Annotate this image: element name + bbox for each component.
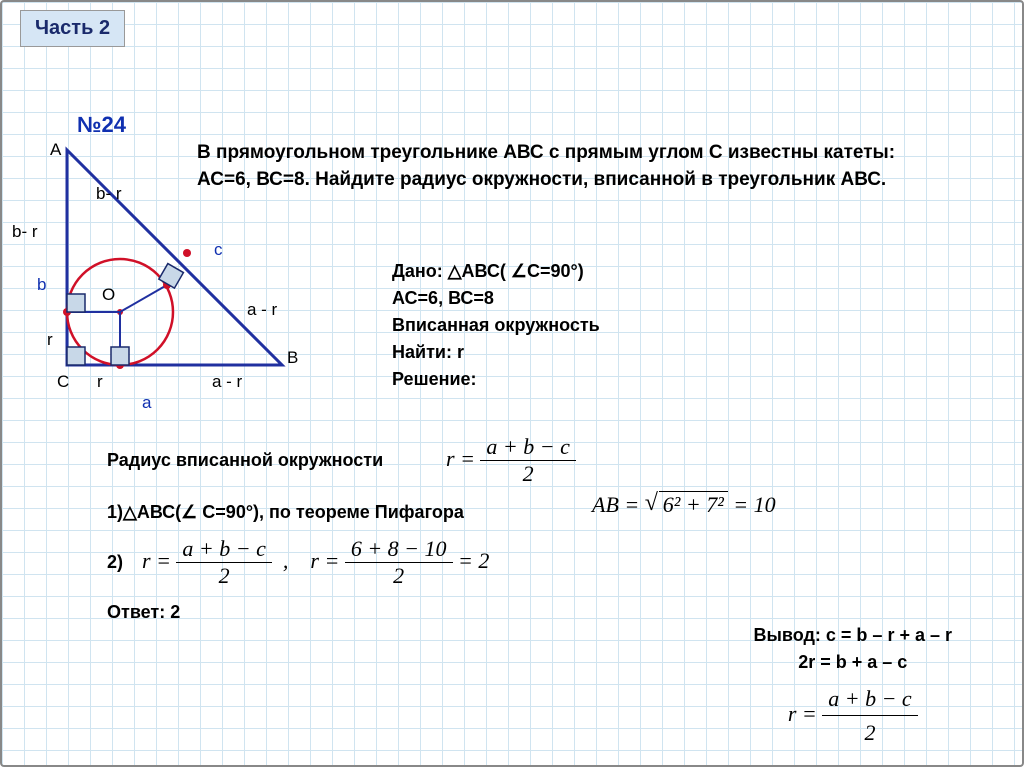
given-line2: АС=6, ВС=8 xyxy=(392,285,600,312)
given-line4: Найти: r xyxy=(392,339,600,366)
seg-bmr1: b- r xyxy=(96,184,122,204)
part-tab: Часть 2 xyxy=(20,10,125,47)
radius-formula: r = a + b − c2 xyxy=(446,434,576,487)
radius-r2: r xyxy=(97,372,103,392)
given-block: Дано: △АВС( ∠С=90°) АС=6, ВС=8 Вписанная… xyxy=(392,258,600,393)
answer-label: Ответ: 2 xyxy=(107,602,180,623)
side-b: b xyxy=(37,275,46,295)
radius-label: Радиус вписанной окружности xyxy=(107,450,383,471)
seg-amr2: a - r xyxy=(212,372,242,392)
step2-formula: r = a + b − c2 , r = 6 + 8 − 102 = 2 xyxy=(142,536,489,589)
radius-r1: r xyxy=(47,330,53,350)
given-line3: Вписанная окружность xyxy=(392,312,600,339)
step2-label: 2) xyxy=(107,552,123,573)
problem-number: №24 xyxy=(77,112,126,138)
seg-bmr2: b- r xyxy=(12,222,38,242)
vertex-B: B xyxy=(287,348,298,368)
triangle-diagram: A B C O c b a r r b- r b- r a - r a - r xyxy=(2,140,322,425)
vertex-C: C xyxy=(57,372,69,392)
vertex-A: A xyxy=(50,140,61,160)
side-c: c xyxy=(214,240,223,260)
conclusion-block: Вывод: c = b – r + a – r 2r = b + a – c … xyxy=(754,622,952,749)
vyvod-line2: 2r = b + a – c xyxy=(754,649,952,676)
seg-amr1: a - r xyxy=(247,300,277,320)
step1-formula: AB = 6² + 7² = 10 xyxy=(592,492,776,518)
side-a: a xyxy=(142,393,151,413)
given-line1: Дано: △АВС( ∠С=90°) xyxy=(392,258,600,285)
slide-frame: Часть 2 №24 В прямоугольном треугольнике… xyxy=(0,0,1024,767)
given-line5: Решение: xyxy=(392,366,600,393)
center-O: O xyxy=(102,285,115,305)
vyvod-formula: r = a + b − c2 xyxy=(754,682,952,749)
vyvod-line1: Вывод: c = b – r + a – r xyxy=(754,622,952,649)
step1-label: 1)△АВС(∠ С=90°), по теореме Пифагора xyxy=(107,502,464,523)
